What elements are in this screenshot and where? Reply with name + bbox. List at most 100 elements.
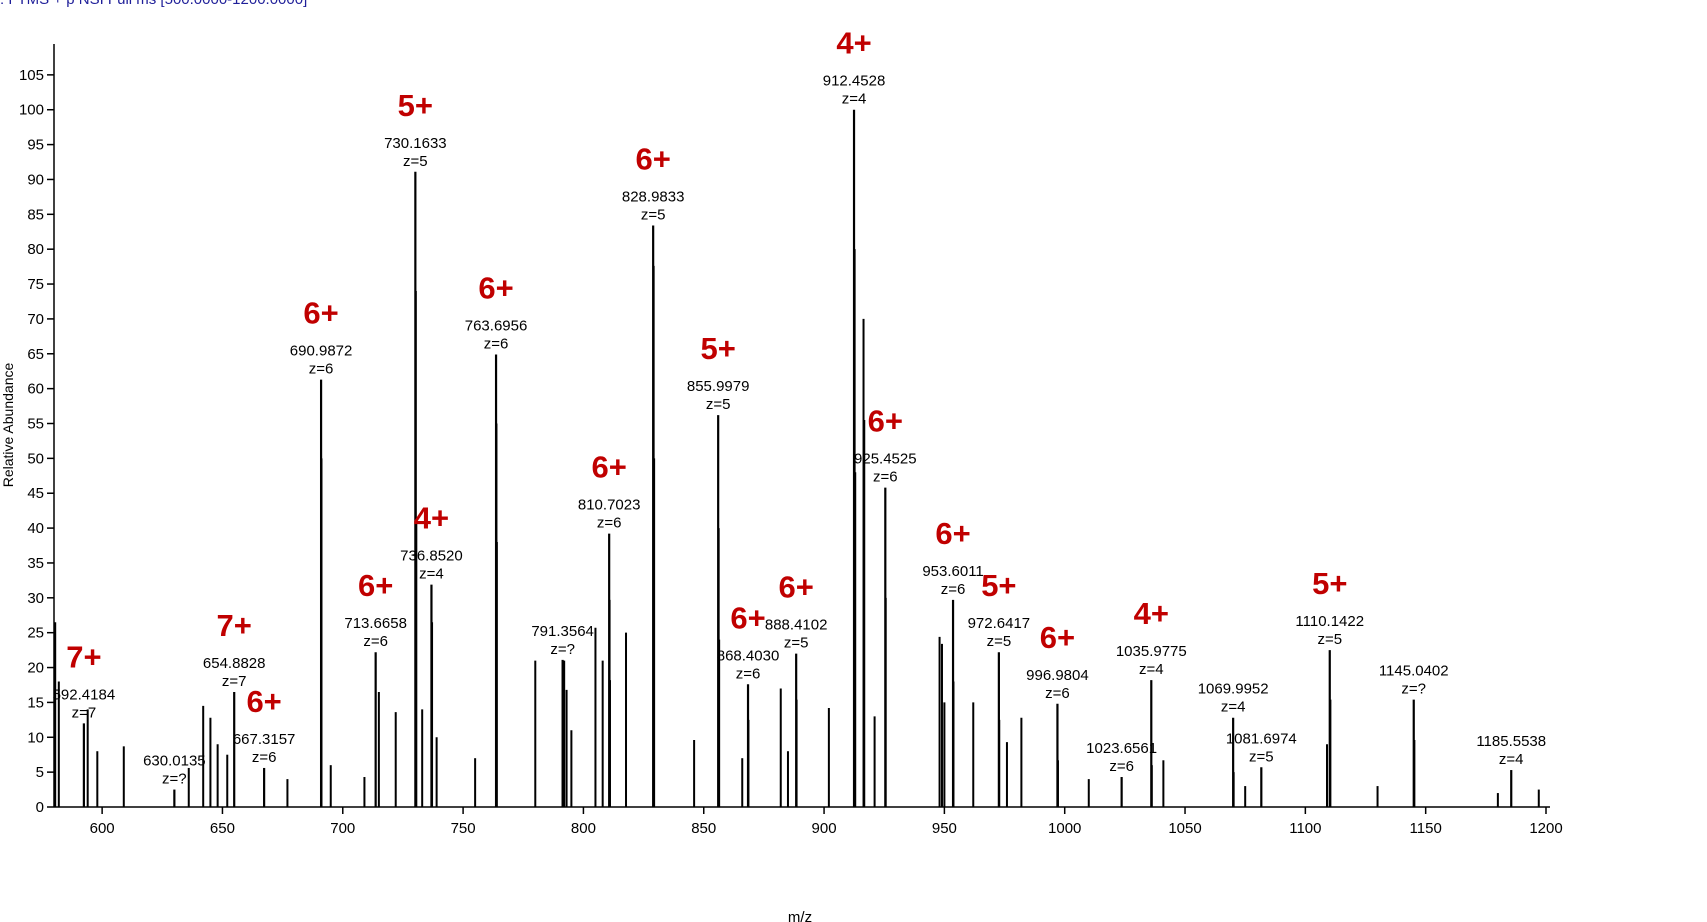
peak-mz-label: 1110.1422 [1295,613,1364,630]
y-tick-label: 85 [27,206,44,223]
peak-charge-label: z=? [550,641,575,658]
x-tick-label: 600 [90,820,115,837]
charge-state: 6+ [591,450,626,485]
peak-charge-label: z=7 [222,673,247,690]
y-tick-label: 100 [19,102,44,119]
charge-state: 6+ [246,684,281,719]
x-tick-label: 750 [451,820,476,837]
charge-state: 4+ [836,26,871,61]
peak-mz-label: 1185.5538 [1476,733,1546,750]
charge-state: 5+ [1312,566,1347,601]
charge-state: 6+ [935,516,970,551]
peak-mz-label: 1035.9775 [1116,643,1187,660]
peak-mz-label: 868.4030 [717,647,780,664]
x-tick-label: 800 [571,820,596,837]
y-tick-label: 5 [36,764,44,781]
x-tick-label: 950 [932,820,957,837]
peak-mz-label: 1069.9952 [1198,681,1269,698]
peak-charge-label: z=4 [1499,751,1524,768]
peak-mz-label: 1081.6974 [1226,730,1297,747]
peak-mz-label: 855.9979 [687,378,750,395]
peak-mz-label: 996.9804 [1026,667,1089,684]
peak-mz-label: 713.6658 [344,615,407,632]
y-tick-label: 35 [27,555,44,572]
y-tick-label: 60 [27,381,44,398]
charge-state: 6+ [868,404,903,439]
peak-charge-label: z=4 [1221,699,1246,716]
peak-mz-label: 953.6011 [922,563,983,580]
x-tick-label: 1050 [1168,820,1201,837]
x-tick-label: 700 [330,820,355,837]
peak-charge-label: z=6 [1109,758,1134,775]
charge-state: 7+ [66,639,101,674]
peak-charge-label: z=6 [1045,685,1070,702]
peak-charge-label: z=5 [706,396,731,413]
peak-mz-label: 972.6417 [968,615,1031,632]
x-tick-label: 900 [812,820,837,837]
peak-charge-label: z=6 [736,665,761,682]
peak-mz-label: 730.1633 [384,135,447,152]
charge-state: 6+ [635,141,670,176]
peak-mz-label: 690.9872 [290,343,353,360]
y-tick-label: 70 [27,311,44,328]
peak-charge-label: z=6 [252,749,277,766]
charge-state: 5+ [981,568,1016,603]
peak-charge-label: z=6 [309,361,334,378]
peak-charge-label: z=6 [941,581,966,598]
peak-charge-label: z=5 [784,635,809,652]
peak-charge-label: z=6 [873,469,898,486]
charge-state: 6+ [358,568,393,603]
charge-state: 5+ [700,331,735,366]
y-tick-label: 15 [27,694,44,711]
x-tick-label: 1100 [1289,820,1321,837]
peak-mz-label: 630.0135 [143,753,206,770]
peak-mz-label: 667.3157 [233,731,296,748]
peak-charge-label: z=7 [72,704,97,721]
charge-state: 4+ [414,501,449,536]
y-tick-label: 45 [27,485,44,502]
y-tick-label: 80 [27,241,44,258]
y-tick-label: 0 [36,799,44,816]
x-axis-label: m/z [788,909,812,922]
x-tick-label: 1200 [1529,820,1562,837]
peak-mz-label: 791.3564 [531,623,594,640]
peak-charge-label: z=5 [641,206,666,223]
y-tick-label: 95 [27,137,44,154]
charge-state: 6+ [730,600,765,635]
peak-charge-label: z=4 [419,566,444,583]
charge-state: 5+ [398,88,433,123]
charge-state: 4+ [1134,596,1169,631]
charge-state: 6+ [303,296,338,331]
charge-state: 6+ [778,570,813,605]
y-tick-label: 25 [27,625,44,642]
chart: : FTMS + p NSI Full ms [500.0000-1200.00… [0,0,1707,922]
peak-mz-label: 1023.6561 [1086,740,1157,757]
peak-mz-label: 654.8828 [203,655,266,672]
y-tick-label: 10 [27,729,44,746]
peak-charge-label: z=4 [1139,661,1164,678]
peak-charge-label: z=6 [597,515,622,532]
x-tick-label: 850 [691,820,716,837]
y-tick-label: 75 [27,276,44,293]
peak-mz-label: 828.9833 [622,188,685,205]
y-tick-label: 90 [27,171,44,188]
x-tick-label: 1150 [1410,820,1442,837]
y-tick-label: 55 [27,416,44,433]
peak-mz-label: 1145.0402 [1379,663,1449,680]
y-tick-label: 40 [27,520,44,537]
peak-charge-label: z=5 [1249,748,1274,765]
peak-charge-label: z=? [162,771,187,788]
peak-mz-label: 763.6956 [465,317,528,334]
y-tick-label: 50 [27,450,44,467]
chart-title: : FTMS + p NSI Full ms [500.0000-1200.00… [0,0,307,8]
x-tick-label: 1000 [1048,820,1081,837]
peak-mz-label: 592.4184 [53,686,116,703]
peak-charge-label: z=4 [842,91,867,108]
peak-charge-label: z=6 [484,335,509,352]
peak-mz-label: 912.4528 [823,73,886,90]
peak-mz-label: 810.7023 [578,497,641,514]
charge-state: 7+ [217,608,252,643]
peak-mz-label: 888.4102 [765,617,828,634]
peak-charge-label: z=5 [1317,631,1342,648]
x-tick-label: 650 [210,820,235,837]
